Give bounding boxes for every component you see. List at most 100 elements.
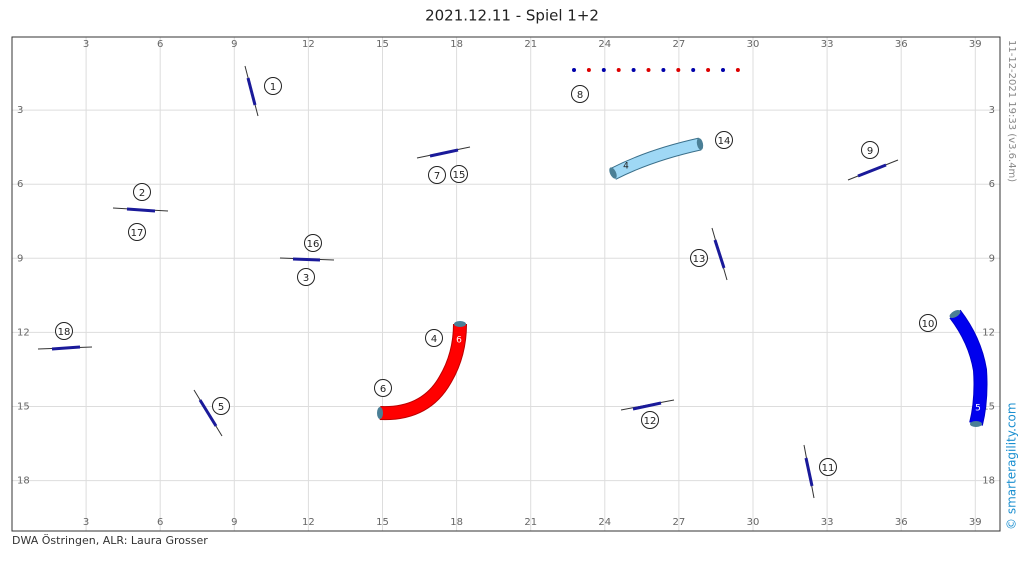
- number-circle: [55, 322, 73, 340]
- number-circle: [212, 397, 230, 415]
- number-label: 2: [139, 188, 145, 199]
- obstacle-number: 8: [571, 85, 589, 103]
- y-tick-label: 15: [17, 402, 30, 413]
- x-tick-label: 18: [450, 517, 463, 528]
- weave-pole: [676, 68, 681, 72]
- number-label: 9: [867, 146, 873, 157]
- grid: 3366991212151518182121242427273030333336…: [12, 37, 1000, 531]
- y-tick-label: 18: [17, 476, 30, 487]
- weave-pole: [631, 68, 636, 72]
- field-border: [11, 36, 1001, 532]
- y-tick-label: 12: [982, 327, 995, 338]
- obstacle-number: 15: [450, 165, 468, 183]
- x-tick-label: 27: [673, 517, 686, 528]
- x-tick-label: 24: [598, 517, 611, 528]
- obstacle-number: 12: [641, 411, 659, 429]
- x-tick-label: 6: [157, 39, 163, 50]
- number-circle: [264, 77, 282, 95]
- weave-pole: [661, 68, 666, 72]
- number-label: 8: [577, 90, 583, 101]
- footer: DWA Östringen, ALR: Laura Grosser: [12, 534, 208, 547]
- number-circle: [450, 165, 468, 183]
- x-tick-label: 33: [821, 517, 834, 528]
- x-tick-label: 9: [231, 39, 237, 50]
- number-circle: [128, 223, 146, 241]
- number-circle: [428, 166, 446, 184]
- number-label: 13: [693, 254, 706, 265]
- number-label: 7: [434, 171, 440, 182]
- y-tick-label: 3: [17, 105, 23, 116]
- weave-pole: [616, 68, 621, 72]
- tunnel-label: 6: [456, 336, 462, 346]
- y-tick-label: 3: [989, 105, 995, 116]
- number-circle: [133, 183, 151, 201]
- number-label: 3: [303, 273, 309, 284]
- title: 2021.12.11 - Spiel 1+2: [425, 7, 599, 25]
- y-tick-label: 9: [17, 253, 23, 264]
- weave-pole: [735, 68, 740, 72]
- x-tick-label: 39: [969, 39, 982, 50]
- obstacle-number: 7: [428, 166, 446, 184]
- number-label: 1: [270, 82, 276, 93]
- obstacle-number: 4: [425, 329, 443, 347]
- x-tick-label: 3: [83, 39, 89, 50]
- weave-pole: [586, 68, 591, 72]
- number-circle: [919, 314, 937, 332]
- number-label: 16: [307, 239, 320, 250]
- number-label: 12: [644, 416, 657, 427]
- number-label: 6: [380, 384, 386, 395]
- number-circle: [374, 379, 392, 397]
- x-tick-label: 36: [895, 517, 908, 528]
- x-tick-label: 3: [83, 517, 89, 528]
- x-tick-label: 33: [821, 39, 834, 50]
- number-label: 17: [131, 228, 144, 239]
- obstacle-number: 10: [919, 314, 937, 332]
- credit: © smarteragility.com: [1005, 402, 1019, 530]
- x-tick-label: 27: [673, 39, 686, 50]
- number-label: 18: [58, 327, 71, 338]
- tunnel-label: 4: [623, 162, 629, 172]
- y-tick-label: 12: [17, 327, 30, 338]
- weave-pole: [691, 68, 696, 72]
- x-tick-label: 30: [747, 517, 760, 528]
- number-circle: [304, 234, 322, 252]
- version: 11-12-2021 19:33 (v3.6.4m): [1006, 40, 1017, 182]
- obstacle-number: 3: [297, 268, 315, 286]
- y-tick-label: 6: [17, 179, 23, 190]
- number-circle: [425, 329, 443, 347]
- number-label: 4: [431, 334, 437, 345]
- weave-pole: [706, 68, 711, 72]
- x-tick-label: 30: [747, 39, 760, 50]
- obstacle-number: 14: [715, 131, 733, 149]
- number-label: 11: [822, 463, 835, 474]
- y-tick-label: 9: [989, 253, 995, 264]
- number-label: 15: [453, 170, 466, 181]
- x-tick-label: 18: [450, 39, 463, 50]
- obstacles: 4 6 5: [37, 65, 988, 499]
- x-tick-label: 9: [231, 517, 237, 528]
- x-tick-label: 15: [376, 517, 389, 528]
- number-circle: [641, 411, 659, 429]
- x-tick-label: 24: [598, 39, 611, 50]
- x-tick-label: 12: [302, 39, 315, 50]
- obstacle-number: 11: [819, 458, 837, 476]
- x-tick-label: 39: [969, 517, 982, 528]
- number-circle: [861, 141, 879, 159]
- number-label: 10: [922, 319, 935, 330]
- weave-pole: [646, 68, 651, 72]
- x-tick-label: 15: [376, 39, 389, 50]
- weave-pole: [601, 68, 606, 72]
- x-tick-label: 36: [895, 39, 908, 50]
- x-tick-label: 6: [157, 517, 163, 528]
- number-label: 5: [218, 402, 224, 413]
- tunnel-label: 5: [975, 404, 981, 414]
- number-label: 14: [718, 136, 731, 147]
- x-tick-label: 12: [302, 517, 315, 528]
- weave-pole: [572, 68, 576, 72]
- obstacle-number: 13: [690, 249, 708, 267]
- weave-pole: [721, 68, 725, 72]
- x-tick-label: 21: [524, 39, 537, 50]
- number-circle: [690, 249, 708, 267]
